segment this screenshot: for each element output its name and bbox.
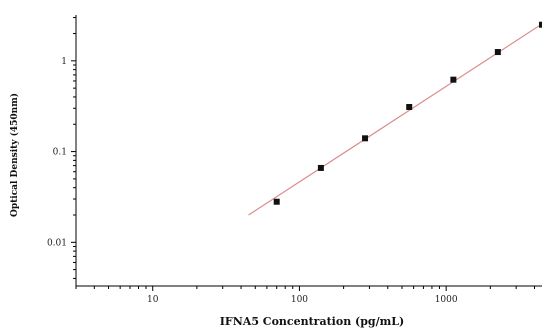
y-tick-label: 1 [61, 57, 67, 67]
y-tick-label: 0.1 [53, 148, 67, 158]
x-axis-title: IFNA5 Concentration (pg/mL) [220, 315, 404, 328]
data-point [494, 49, 501, 56]
data-point [450, 76, 457, 83]
fit-line-group [248, 23, 542, 216]
data-point [273, 198, 280, 205]
axes [75, 15, 542, 287]
y-axis-ticks: 0.01 0.1 1 [47, 17, 76, 279]
x-axis-ticks: 10 100 1000 [75, 286, 535, 305]
x-tick-label: 10 [147, 295, 159, 305]
fit-line [248, 23, 542, 216]
y-axis-title: Optical Density (450nm) [9, 93, 20, 217]
y-tick-label: 0.01 [47, 238, 67, 248]
data-point [539, 21, 542, 28]
x-tick-label: 100 [291, 295, 308, 305]
data-point [406, 103, 413, 110]
data-point [317, 164, 324, 171]
x-tick-label: 1000 [435, 295, 458, 305]
data-points [273, 21, 542, 205]
data-point [362, 135, 369, 142]
